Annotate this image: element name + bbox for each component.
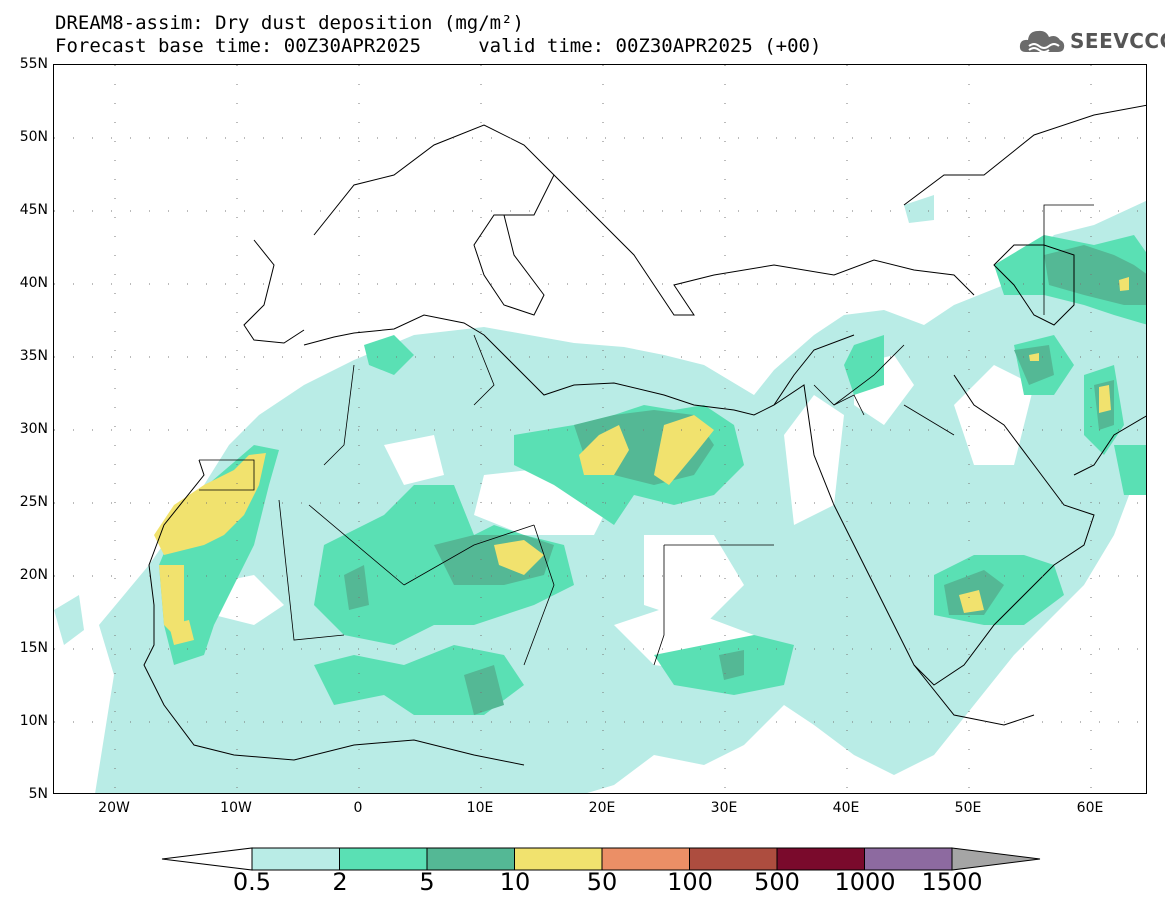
map-canvas: [54, 65, 1146, 793]
colorbar-level-label: 100: [667, 868, 713, 896]
lat-label: 55N: [19, 56, 48, 72]
lat-label: 30N: [19, 421, 48, 437]
country-borders: [199, 204, 1094, 666]
colorbar-level-label: 10: [499, 868, 531, 896]
colorbar-segment: [864, 847, 953, 871]
dust-level-10: [154, 277, 1129, 645]
logo-text: SEEVCCC: [1070, 29, 1165, 53]
seevccc-logo: SEEVCCC: [1018, 24, 1165, 58]
lon-label: 40E: [832, 800, 860, 816]
colorbar-segment: [776, 847, 865, 871]
colorbar-segment: [426, 847, 515, 871]
lat-label: 5N: [28, 786, 48, 802]
lat-label: 45N: [19, 202, 48, 218]
lon-label: 50E: [954, 800, 982, 816]
colorbar-segment: [251, 847, 340, 871]
forecast-time-subtitle: Forecast base time: 00Z30APR2025 valid t…: [55, 35, 822, 57]
colorbar-segment: [689, 847, 778, 871]
colorbar: [161, 847, 1041, 871]
lat-label: 40N: [19, 275, 48, 291]
lat-label: 20N: [19, 567, 48, 583]
colorbar-level-label: 500: [754, 868, 800, 896]
colorbar-segment: [339, 847, 428, 871]
colorbar-level-label: 5: [419, 868, 435, 896]
colorbar-level-label: 1000: [834, 868, 896, 896]
colorbar-level-label: 1500: [921, 868, 983, 896]
lat-label: 10N: [19, 713, 48, 729]
colorbar-level-label: 50: [586, 868, 618, 896]
lat-label: 50N: [19, 129, 48, 145]
colorbar-level-label: 0.5: [232, 868, 272, 896]
colorbar-segment: [514, 847, 603, 871]
dust-deposition-map: [53, 64, 1147, 794]
coastlines: [143, 104, 1146, 766]
colorbar-level-label: 2: [332, 868, 348, 896]
lon-label: 10E: [466, 800, 494, 816]
lon-label: 60E: [1076, 800, 1104, 816]
colorbar-segment: [601, 847, 690, 871]
lon-label: 30E: [710, 800, 738, 816]
colorbar-under-triangle: [161, 847, 253, 871]
lon-label: 20W: [98, 800, 130, 816]
lat-label: 35N: [19, 348, 48, 364]
lon-label: 10W: [220, 800, 252, 816]
lat-label: 25N: [19, 494, 48, 510]
graticule: [54, 65, 1146, 793]
colorbar-over-triangle: [951, 847, 1041, 871]
lon-label: 0: [353, 800, 363, 816]
cloud-logo-icon: [1019, 30, 1065, 53]
lon-label: 20E: [588, 800, 616, 816]
lat-label: 15N: [19, 640, 48, 656]
map-title: DREAM8-assim: Dry dust deposition (mg/m²…: [55, 12, 524, 34]
